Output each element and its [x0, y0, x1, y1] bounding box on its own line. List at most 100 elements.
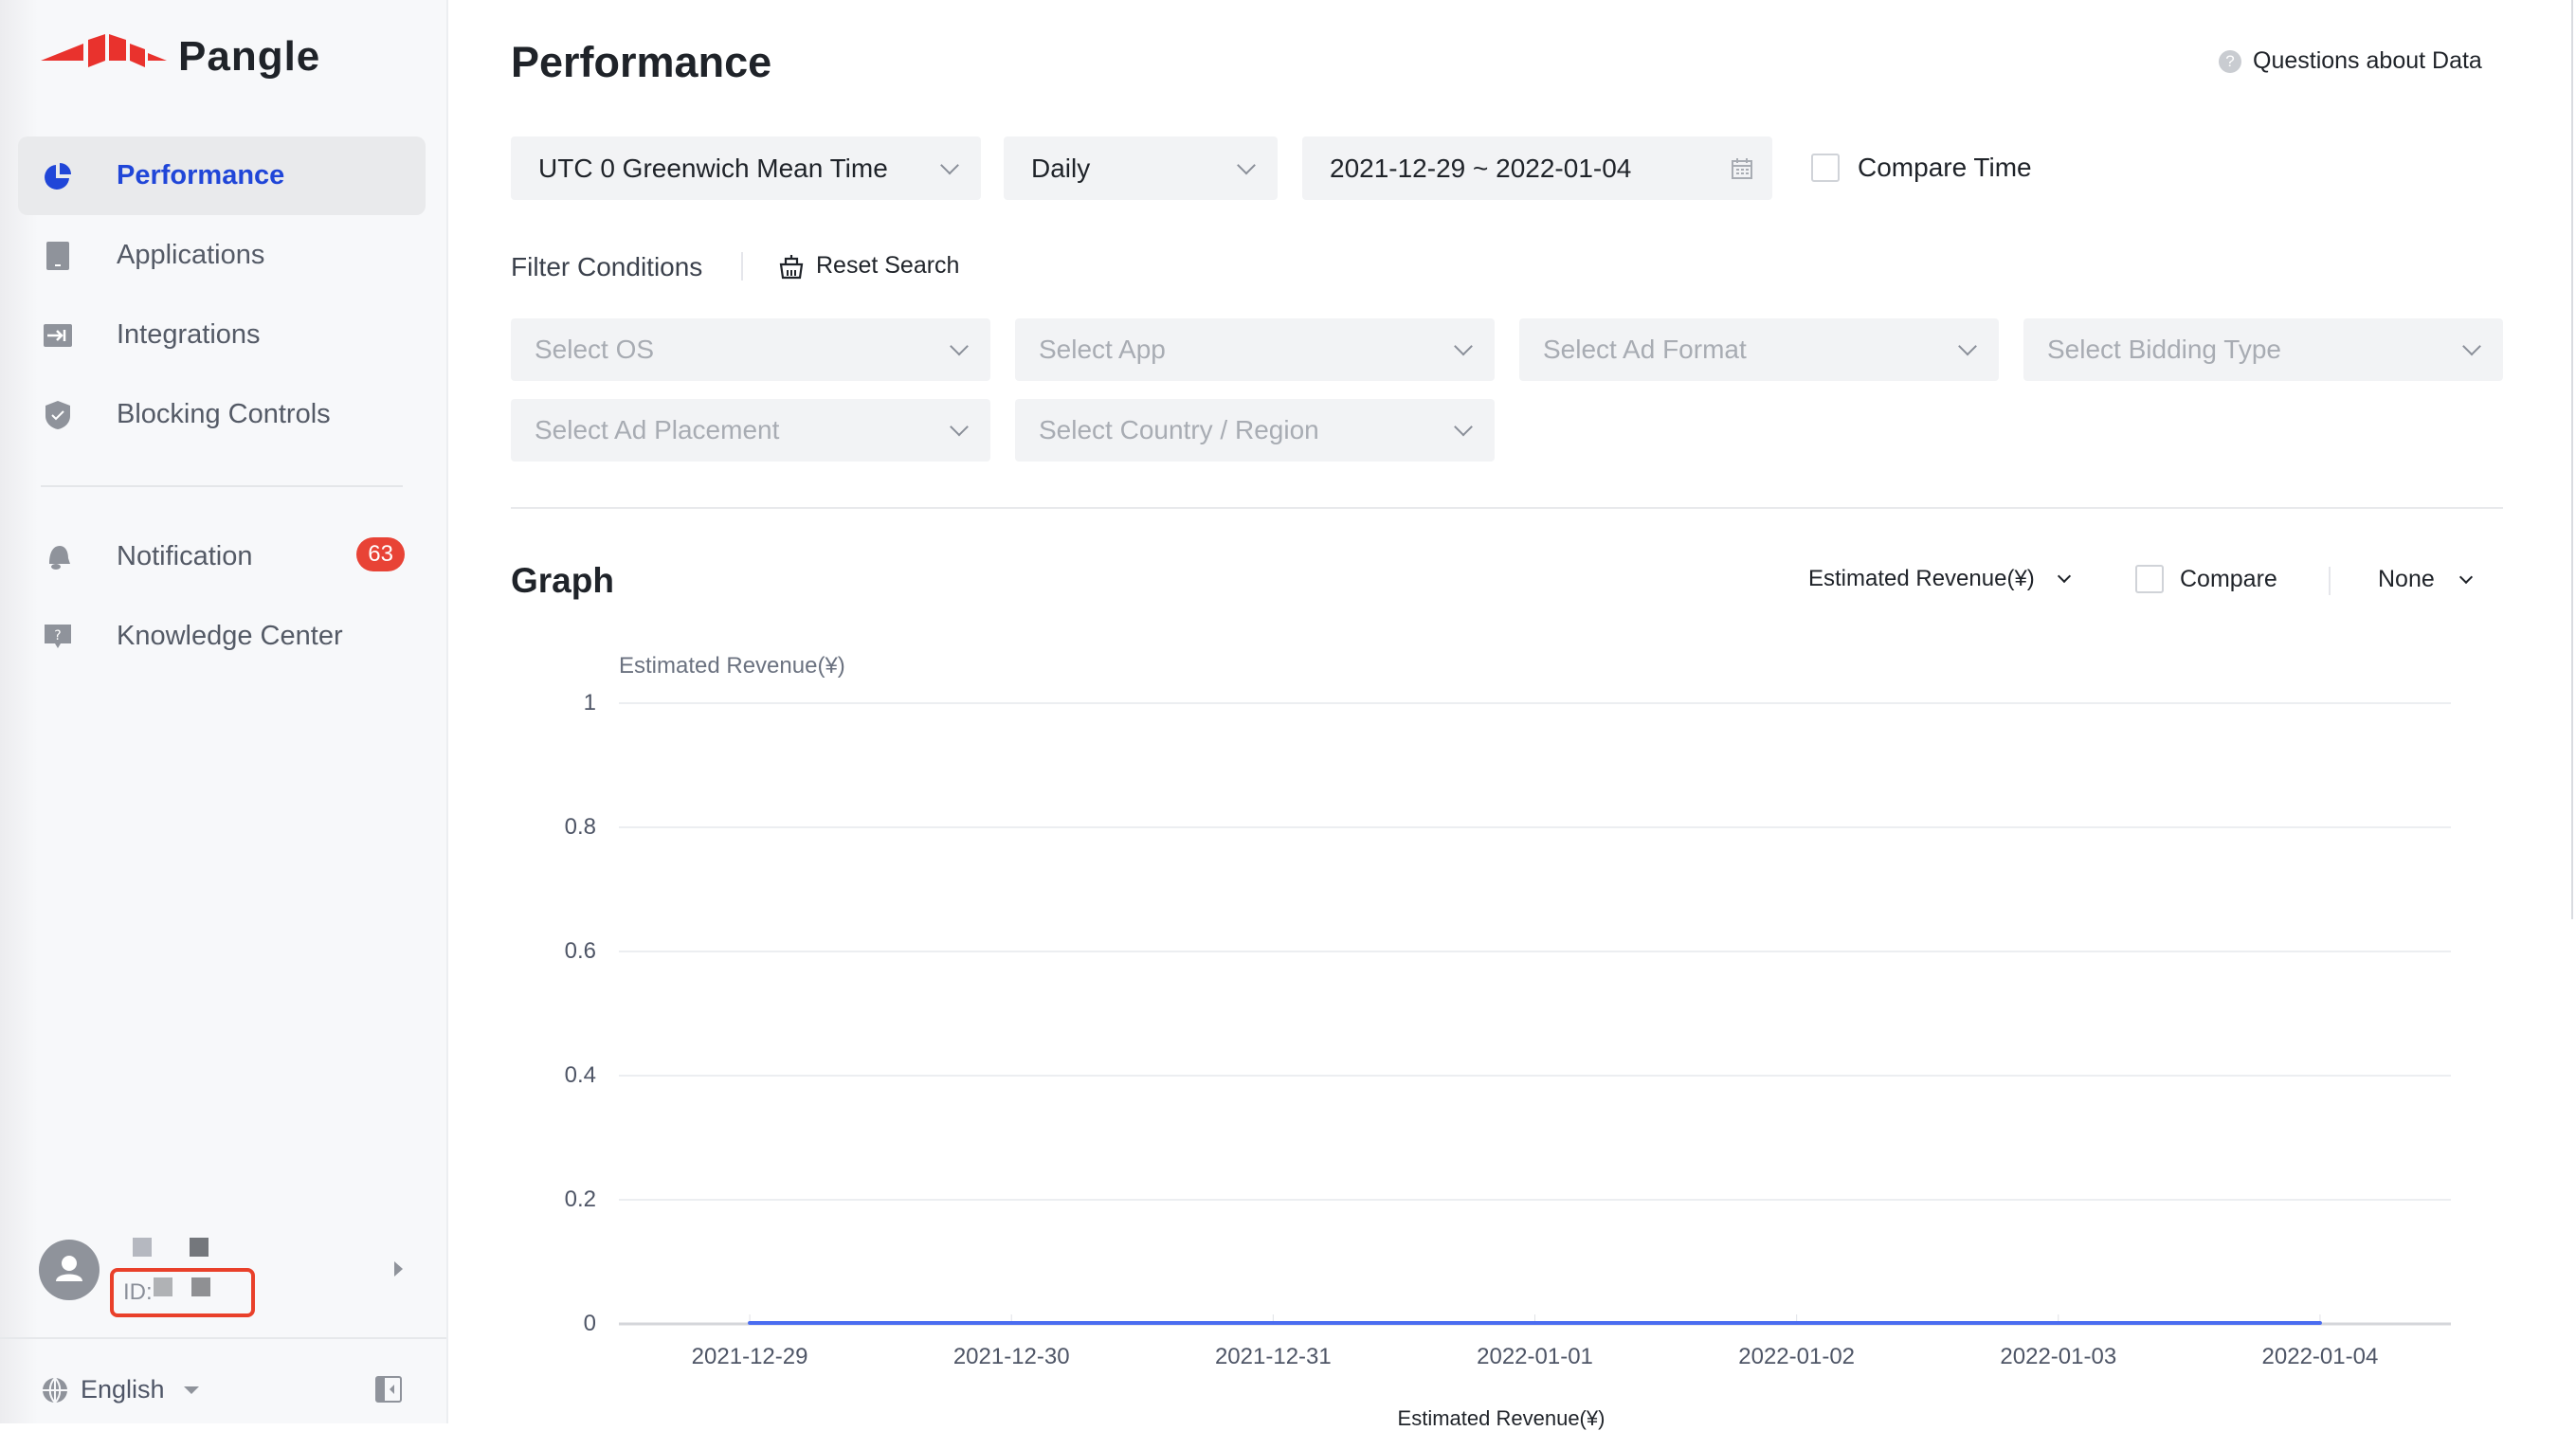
section-divider — [511, 507, 2503, 509]
filter-conditions-title: Filter Conditions — [511, 252, 703, 281]
sidebar-bottom-divider — [0, 1337, 446, 1339]
sidebar: Pangle Performance Applications Integrat… — [0, 0, 448, 1423]
calendar-icon — [1732, 158, 1752, 179]
y-tick-label: 0.2 — [564, 1186, 596, 1212]
sidebar-item-label: Knowledge Center — [117, 621, 343, 651]
date-range-value: 2021-12-29 ~ 2022-01-04 — [1330, 153, 1632, 183]
bidding-type-select[interactable]: Select Bidding Type — [2023, 318, 2503, 381]
y-tick-label: 0 — [583, 1311, 596, 1336]
x-tick-label: 2022-01-04 — [2261, 1344, 2379, 1369]
graph-compare-checkbox[interactable] — [2135, 565, 2164, 593]
data-point[interactable] — [748, 1321, 753, 1325]
data-point[interactable] — [2056, 1321, 2060, 1325]
globe-icon — [43, 1376, 67, 1404]
x-tick-label: 2022-01-02 — [1738, 1344, 1856, 1369]
data-point[interactable] — [1794, 1321, 1799, 1325]
sidebar-item-integrations[interactable]: Integrations — [18, 296, 426, 374]
timezone-value: UTC 0 Greenwich Mean Time — [538, 153, 888, 183]
scrollbar[interactable] — [2571, 0, 2573, 919]
shield-check-icon — [42, 399, 74, 431]
y-tick-label: 1 — [583, 690, 596, 716]
svg-text:?: ? — [54, 628, 61, 643]
language-label: English — [81, 1375, 165, 1404]
os-placeholder: Select OS — [535, 335, 655, 364]
reset-search-label: Reset Search — [816, 252, 960, 279]
sidebar-item-label: Blocking Controls — [117, 399, 331, 429]
sidebar-item-label: Notification — [117, 541, 253, 571]
sidebar-item-label: Integrations — [117, 319, 261, 350]
questions-about-data-link[interactable]: ? Questions about Data — [2219, 47, 2482, 75]
chart-legend-item[interactable]: Estimated Revenue(¥) — [1397, 1406, 1605, 1430]
user-menu-arrow-icon[interactable] — [394, 1261, 403, 1277]
data-point[interactable] — [1009, 1321, 1014, 1325]
sidebar-item-applications[interactable]: Applications — [18, 216, 426, 295]
redacted-id — [154, 1277, 172, 1296]
logo-text: Pangle — [178, 33, 321, 80]
sidebar-item-performance[interactable]: Performance — [18, 136, 426, 215]
page-title: Performance — [511, 38, 772, 86]
collapse-sidebar-icon — [375, 1376, 402, 1403]
breakdown-select[interactable]: None — [2378, 566, 2473, 593]
broom-icon — [779, 254, 804, 279]
granularity-select[interactable]: Daily — [1004, 136, 1278, 200]
breakdown-value: None — [2378, 566, 2435, 592]
notification-count-badge: 63 — [356, 537, 405, 571]
y-tick-label: 0.8 — [564, 814, 596, 840]
filter-divider — [741, 252, 743, 281]
help-link-label: Questions about Data — [2253, 47, 2482, 74]
bell-icon — [42, 541, 74, 573]
chart-y-axis-label: Estimated Revenue(¥) — [619, 653, 845, 679]
country-region-placeholder: Select Country / Region — [1039, 415, 1319, 444]
pangle-logo[interactable]: Pangle — [41, 33, 320, 81]
x-tick-label: 2021-12-30 — [952, 1344, 1070, 1369]
sidebar-item-label: Applications — [117, 240, 265, 270]
redacted-name — [190, 1238, 209, 1257]
country-region-select[interactable]: Select Country / Region — [1015, 399, 1495, 462]
sidebar-item-knowledge-center[interactable]: ? Knowledge Center — [18, 597, 426, 676]
compare-time-checkbox[interactable] — [1811, 154, 1840, 182]
bidding-type-placeholder: Select Bidding Type — [2047, 335, 2281, 364]
graph-title: Graph — [511, 561, 614, 600]
os-select[interactable]: Select OS — [511, 318, 990, 381]
x-tick-label: 2021-12-29 — [691, 1344, 808, 1369]
sidebar-divider — [41, 485, 403, 487]
language-selector[interactable]: English — [41, 1375, 199, 1404]
ad-format-select[interactable]: Select Ad Format — [1519, 318, 1999, 381]
reset-search-button[interactable]: Reset Search — [778, 252, 959, 280]
collapse-sidebar-button[interactable] — [375, 1376, 402, 1407]
sidebar-item-notification[interactable]: Notification 63 — [18, 517, 426, 596]
user-id-label: ID: — [123, 1279, 153, 1305]
pangle-logo-mark-icon — [41, 34, 167, 67]
integration-icon — [42, 319, 74, 352]
question-bubble-icon: ? — [42, 621, 74, 653]
user-icon — [56, 1256, 82, 1281]
timezone-select[interactable]: UTC 0 Greenwich Mean Time — [511, 136, 981, 200]
data-point[interactable] — [2317, 1321, 2322, 1325]
date-range-picker[interactable]: 2021-12-29 ~ 2022-01-04 — [1302, 136, 1772, 200]
pie-chart-icon — [42, 160, 74, 192]
avatar[interactable] — [39, 1240, 100, 1300]
ad-placement-select[interactable]: Select Ad Placement — [511, 399, 990, 462]
y-tick-label: 0.6 — [564, 938, 596, 964]
tablet-icon — [42, 240, 74, 272]
y-tick-label: 0.4 — [564, 1062, 596, 1088]
data-point[interactable] — [1271, 1321, 1276, 1325]
x-tick-label: 2022-01-03 — [2000, 1344, 2117, 1369]
app-select[interactable]: Select App — [1015, 318, 1495, 381]
ad-format-placeholder: Select Ad Format — [1543, 335, 1747, 364]
ad-placement-placeholder: Select Ad Placement — [535, 415, 780, 444]
granularity-value: Daily — [1031, 153, 1091, 183]
help-icon: ? — [2219, 49, 2241, 73]
data-point[interactable] — [1533, 1321, 1537, 1325]
metric-select[interactable]: Estimated Revenue(¥) — [1808, 566, 2071, 592]
compare-time-label: Compare Time — [1858, 153, 2032, 182]
sidebar-item-blocking-controls[interactable]: Blocking Controls — [18, 375, 426, 454]
redacted-name — [133, 1238, 152, 1257]
x-tick-label: 2021-12-31 — [1214, 1344, 1332, 1369]
user-id-highlight: ID: — [110, 1268, 255, 1317]
caret-down-icon — [183, 1386, 199, 1394]
metric-value: Estimated Revenue(¥) — [1808, 566, 2035, 591]
x-tick-label: 2022-01-01 — [1477, 1344, 1593, 1369]
graph-compare-label: Compare — [2180, 566, 2277, 592]
